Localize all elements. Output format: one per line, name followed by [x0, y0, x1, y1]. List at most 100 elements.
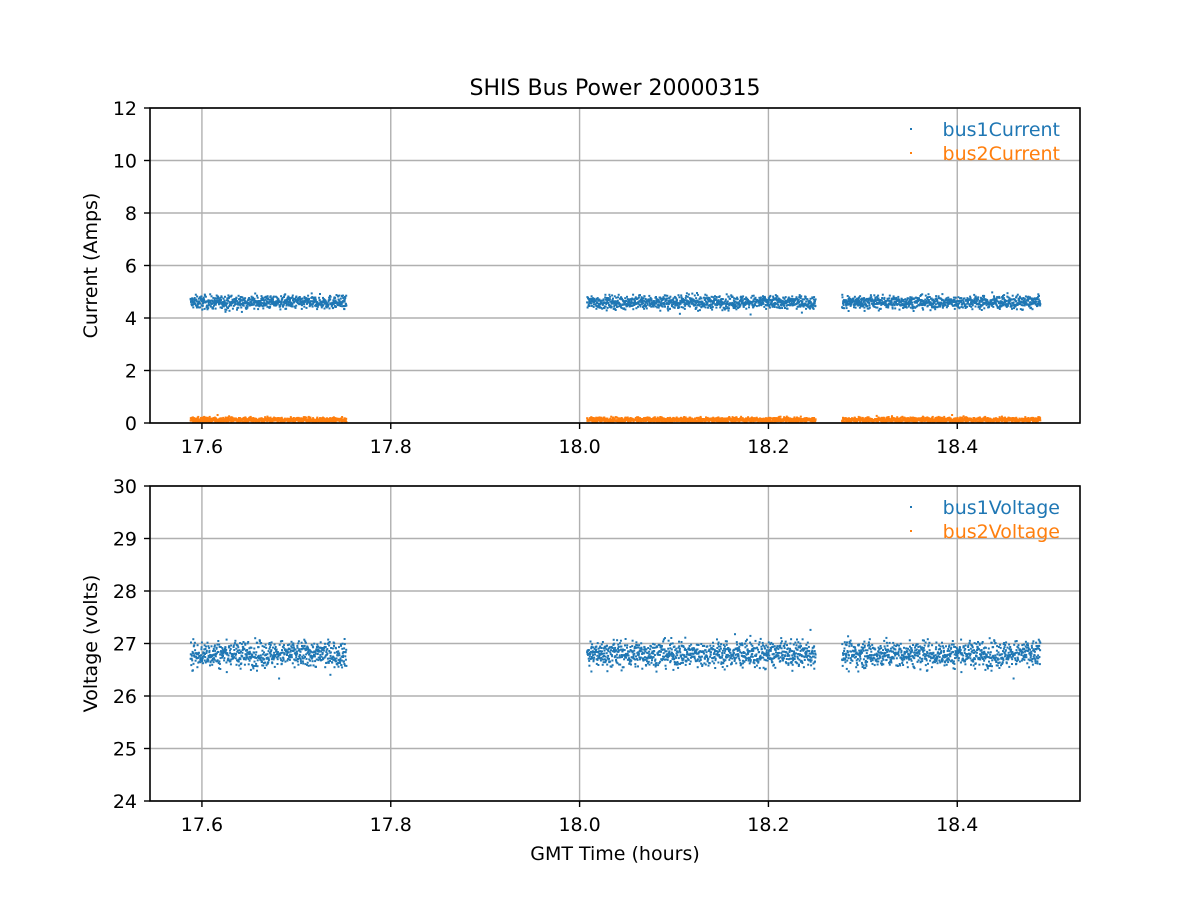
data-point — [617, 296, 619, 299]
data-point — [281, 296, 284, 299]
data-point — [853, 295, 856, 298]
data-point — [896, 416, 899, 419]
data-point — [843, 421, 846, 423]
data-point — [199, 302, 202, 305]
data-point — [771, 420, 774, 423]
data-point — [797, 298, 800, 301]
data-point — [269, 305, 272, 308]
data-point — [929, 301, 932, 304]
data-point — [233, 300, 235, 303]
data-point — [196, 304, 199, 307]
data-point — [992, 303, 995, 305]
data-point — [739, 299, 741, 302]
data-point — [989, 417, 992, 420]
data-point — [684, 297, 687, 299]
data-point — [874, 297, 877, 300]
data-point — [614, 300, 617, 303]
data-point — [991, 301, 994, 304]
data-point — [957, 296, 960, 299]
data-point — [631, 301, 634, 304]
data-point — [642, 297, 645, 300]
data-point — [675, 300, 678, 303]
data-point — [194, 293, 197, 296]
data-point — [735, 305, 738, 308]
data-point — [959, 417, 961, 420]
data-point — [1018, 298, 1020, 301]
data-point — [908, 417, 911, 420]
data-point — [780, 300, 783, 303]
data-point — [334, 420, 337, 423]
data-point — [774, 303, 777, 306]
data-point — [982, 301, 985, 304]
data-point — [290, 297, 292, 300]
data-point — [870, 296, 873, 299]
series-bus1Current — [189, 291, 1042, 316]
data-point — [640, 296, 643, 299]
data-point — [276, 417, 278, 420]
data-point — [867, 299, 870, 302]
data-point — [806, 298, 809, 301]
data-point — [1012, 301, 1015, 304]
data-point — [248, 297, 251, 299]
data-point — [973, 299, 975, 302]
data-point — [287, 303, 290, 306]
data-point — [878, 302, 881, 305]
data-point — [876, 306, 879, 309]
data-point — [738, 305, 741, 308]
data-point — [611, 419, 614, 422]
data-point — [774, 419, 777, 421]
data-point — [656, 420, 659, 423]
data-point — [850, 303, 853, 306]
data-point — [841, 293, 844, 296]
data-point — [633, 304, 636, 306]
data-point — [615, 296, 618, 299]
data-point — [997, 300, 1000, 303]
data-point — [1017, 297, 1020, 300]
data-point — [190, 303, 193, 306]
data-point — [906, 298, 909, 301]
data-point — [769, 294, 772, 297]
data-point — [873, 301, 875, 304]
data-point — [333, 418, 335, 421]
data-point — [783, 304, 786, 307]
data-point — [193, 301, 195, 304]
data-point — [985, 302, 988, 305]
data-point — [1029, 297, 1032, 300]
data-point — [624, 308, 627, 311]
data-point — [858, 418, 861, 421]
data-point — [244, 300, 247, 303]
data-point — [960, 301, 963, 304]
data-point — [679, 302, 682, 305]
data-point — [799, 415, 802, 418]
data-point — [292, 297, 295, 300]
data-point — [1011, 294, 1014, 297]
data-point — [691, 302, 694, 305]
data-point — [1011, 298, 1014, 301]
data-point — [970, 302, 973, 305]
data-point — [763, 305, 766, 308]
data-point — [230, 304, 233, 307]
data-point — [935, 295, 938, 298]
data-point — [813, 417, 816, 419]
data-point — [280, 300, 283, 303]
data-point — [853, 302, 856, 305]
data-point — [719, 301, 722, 304]
data-point — [680, 296, 683, 299]
data-point — [640, 297, 643, 300]
data-point — [804, 297, 807, 300]
data-point — [197, 303, 200, 306]
data-point — [954, 296, 957, 299]
data-point — [282, 305, 285, 308]
data-point — [708, 297, 711, 300]
data-point — [226, 297, 229, 300]
data-point — [760, 298, 763, 301]
data-point — [868, 302, 871, 305]
data-point — [326, 302, 329, 305]
data-point — [652, 301, 655, 304]
data-point — [649, 304, 652, 307]
data-point — [905, 301, 908, 304]
data-point — [316, 308, 319, 311]
data-point — [1023, 297, 1026, 300]
data-point — [899, 418, 902, 421]
data-point — [335, 294, 338, 296]
